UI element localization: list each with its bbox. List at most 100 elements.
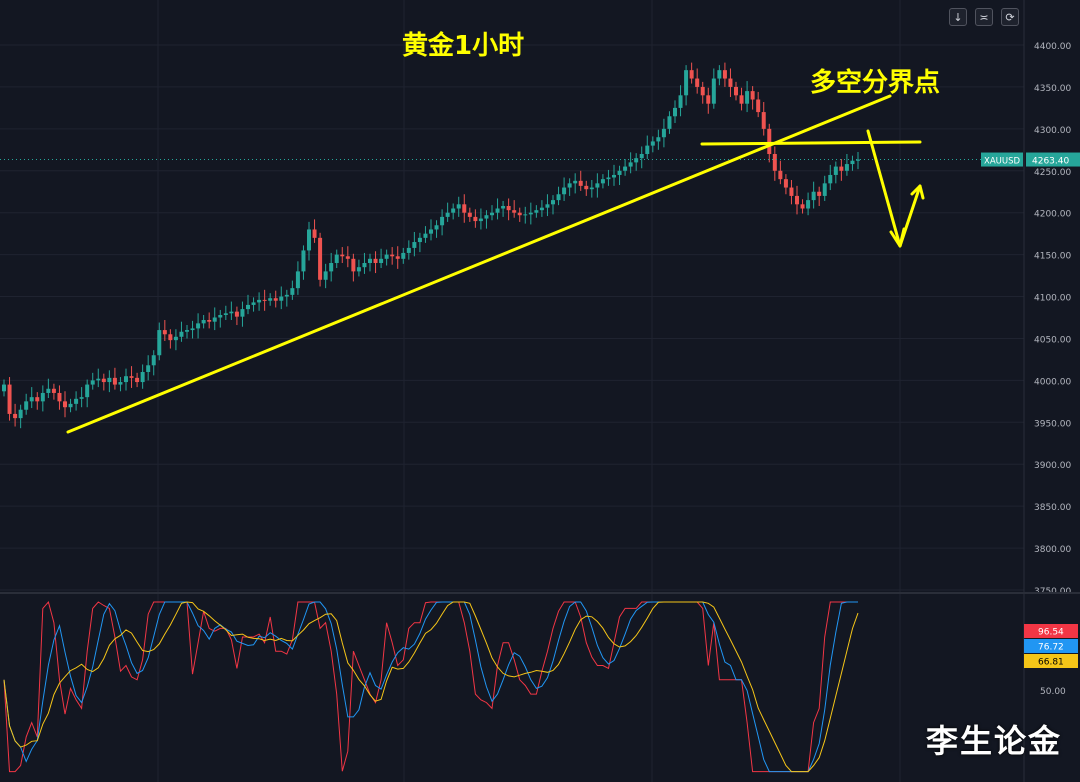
candle-body	[517, 212, 522, 216]
candle-body	[379, 258, 384, 263]
oscillator-value-tag: 76.72	[1038, 643, 1064, 653]
candle-body	[612, 174, 616, 178]
candle-body	[501, 205, 506, 209]
candle-body	[767, 128, 772, 154]
candle-body	[783, 179, 788, 188]
candle-body	[129, 376, 134, 378]
candle-body	[334, 254, 339, 263]
candle-body	[839, 166, 844, 171]
candle-body	[445, 212, 450, 217]
candle-body	[201, 320, 206, 324]
candle-body	[795, 195, 799, 205]
candle-body	[756, 99, 761, 113]
signal-line	[3, 601, 858, 773]
candle-body	[634, 158, 639, 163]
candle-body	[706, 95, 711, 104]
candle-body	[40, 392, 45, 402]
candle-body	[484, 215, 489, 219]
candle-body	[462, 204, 467, 213]
candle-body	[107, 377, 112, 383]
price-tick-label: 3850.00	[1034, 503, 1071, 513]
arrowhead-up	[910, 184, 925, 200]
candle-body	[573, 180, 578, 184]
candle-body	[673, 107, 677, 117]
candle-body	[234, 311, 239, 317]
candle-body	[789, 187, 794, 196]
candle-body	[467, 212, 472, 217]
candle-body	[850, 160, 855, 165]
candle-body	[584, 185, 589, 190]
candle-body	[63, 401, 67, 408]
oscillator-value-tag-bg	[1024, 624, 1078, 638]
candle-body	[822, 183, 827, 196]
candle-body	[295, 271, 300, 289]
candle-body	[856, 159, 860, 161]
candle-body	[24, 401, 29, 410]
slow-line	[3, 601, 859, 773]
candle-body	[717, 70, 722, 79]
support-trendline	[66, 94, 892, 434]
candle-body	[46, 388, 51, 393]
price-tick-label: 3900.00	[1034, 461, 1071, 471]
candle-body	[562, 187, 567, 195]
candle-body	[101, 378, 106, 383]
candle-body	[368, 258, 372, 263]
scroll-down-icon[interactable]: ↓	[949, 8, 967, 26]
candle-body	[844, 164, 849, 171]
candle-body	[384, 254, 389, 259]
candle-body	[246, 304, 250, 310]
candle-body	[684, 70, 689, 96]
candle-body	[251, 302, 256, 305]
candle-body	[74, 398, 79, 404]
candle-body	[678, 95, 683, 108]
bull-bear-pivot-label: 多空分界点	[810, 68, 941, 98]
candle-body	[600, 179, 605, 184]
candle-body	[345, 256, 350, 259]
candle-body	[229, 311, 234, 314]
candle-body	[695, 78, 700, 87]
candle-body	[639, 154, 644, 159]
candle-body	[118, 382, 123, 385]
candle-body	[240, 309, 245, 317]
candle-body	[728, 78, 733, 87]
candle-body	[179, 331, 184, 337]
candle-body	[528, 212, 533, 215]
candle-body	[146, 365, 151, 372]
symbol-tag-bg	[981, 152, 1023, 167]
candle-body	[301, 250, 306, 272]
candle-body	[490, 212, 494, 216]
candle-body	[833, 166, 838, 175]
candle-body	[29, 397, 34, 402]
candle-body	[57, 392, 62, 402]
candle-body	[268, 298, 273, 301]
candle-body	[495, 208, 500, 213]
candle-body	[284, 294, 289, 297]
candle-body	[395, 256, 400, 259]
candle-body	[589, 187, 594, 190]
candle-body	[85, 384, 90, 398]
fast-line	[3, 600, 858, 773]
oscillator-value-tag: 66.81	[1038, 658, 1064, 668]
candle-body	[185, 330, 189, 332]
candle-body	[13, 413, 18, 419]
candle-body	[412, 242, 417, 248]
candle-body	[761, 112, 766, 129]
candle-body	[340, 254, 345, 257]
price-tick-label: 4300.00	[1034, 126, 1071, 136]
symbol-tag: XAUUSD	[984, 157, 1020, 167]
candle-body	[140, 372, 145, 383]
candle-body	[423, 233, 428, 238]
last-price-tag-bg	[1026, 152, 1080, 167]
candle-body	[745, 91, 750, 104]
reset-icon[interactable]: ⟳	[1001, 8, 1019, 26]
candle-body	[739, 95, 744, 104]
candle-body	[700, 86, 705, 96]
candle-body	[800, 204, 805, 209]
candle-body	[656, 137, 661, 142]
candle-body	[628, 162, 633, 167]
chart-grid	[0, 0, 1024, 782]
collapse-icon[interactable]: ≍	[975, 8, 993, 26]
chart-title: 黄金1小时	[402, 31, 525, 61]
